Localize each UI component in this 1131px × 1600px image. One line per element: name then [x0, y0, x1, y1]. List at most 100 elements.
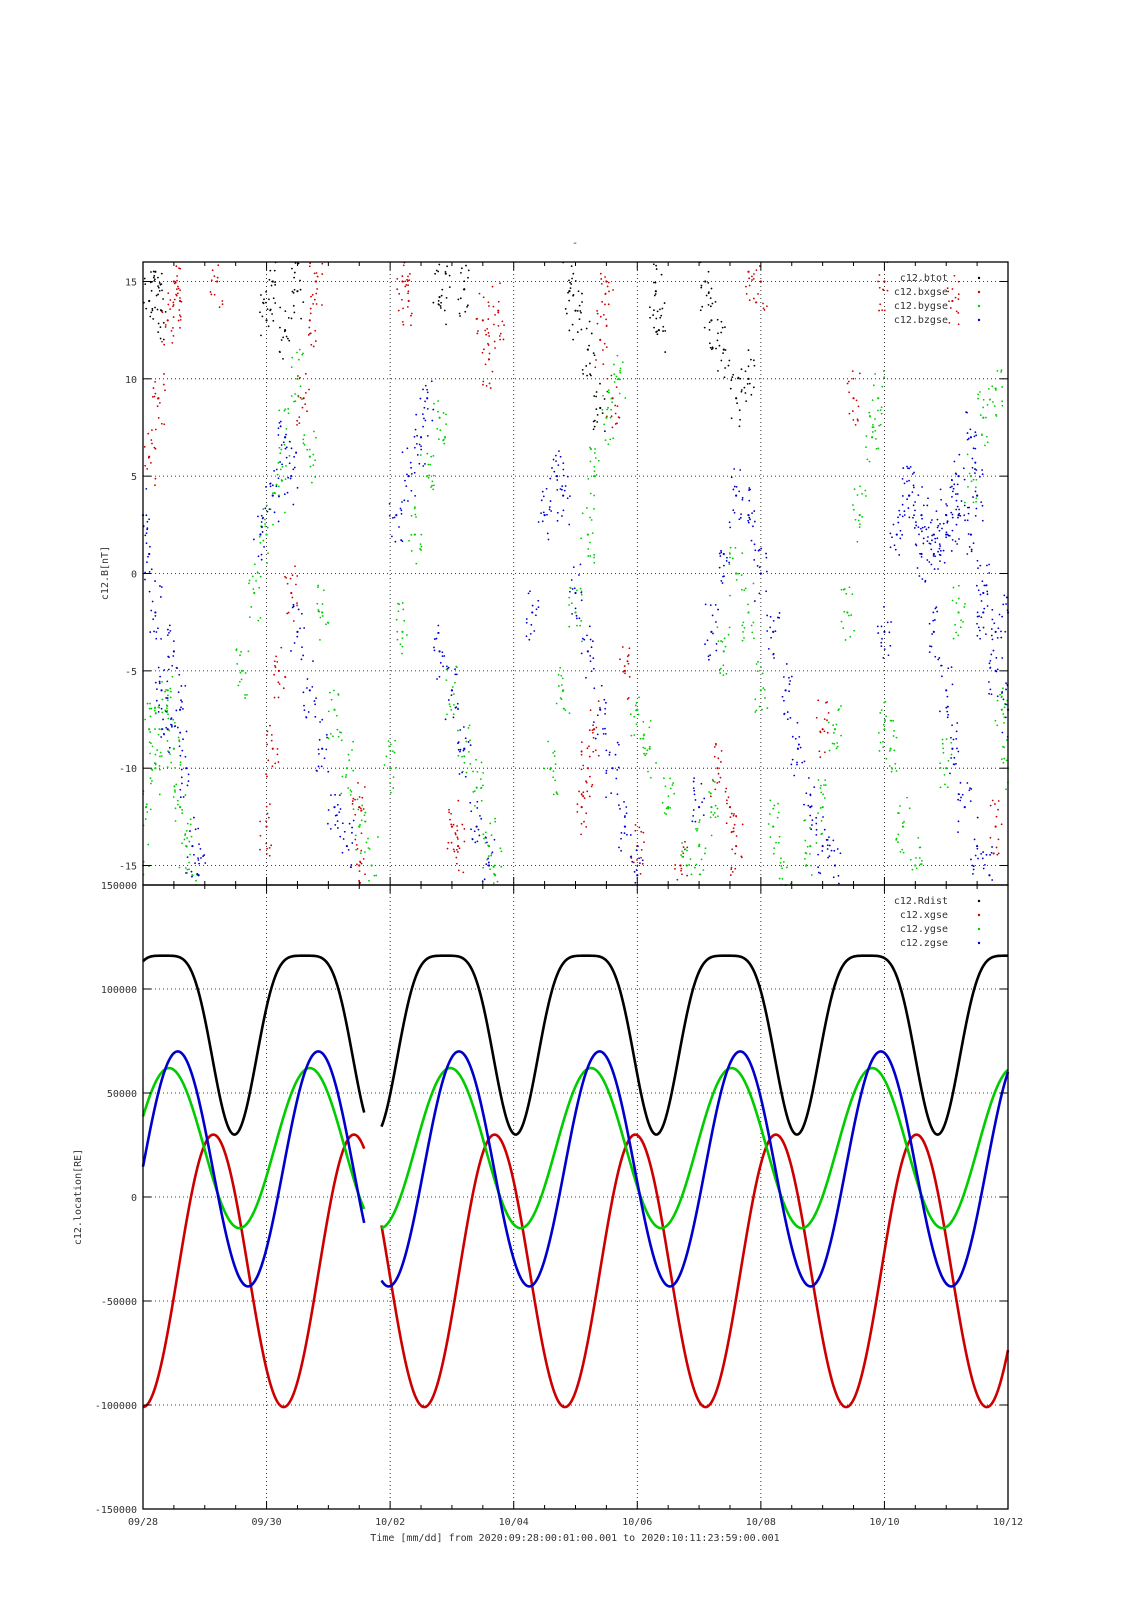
data-point — [603, 430, 606, 432]
data-point — [306, 448, 309, 451]
data-point — [959, 799, 962, 802]
data-point — [438, 675, 441, 678]
data-point — [431, 484, 433, 487]
data-point — [616, 422, 618, 425]
data-point — [988, 563, 990, 566]
data-point — [618, 804, 620, 807]
data-point — [179, 763, 182, 766]
data-point — [292, 304, 295, 307]
data-point — [882, 370, 885, 372]
data-point — [264, 507, 267, 510]
data-point — [898, 812, 900, 815]
data-point — [265, 805, 268, 808]
data-point — [623, 832, 626, 835]
data-point — [189, 823, 192, 826]
data-point — [593, 470, 596, 473]
data-point — [171, 341, 174, 344]
data-point — [730, 379, 733, 381]
data-point — [325, 623, 327, 626]
data-point — [149, 731, 152, 733]
data-point — [426, 452, 429, 455]
data-point — [894, 762, 897, 765]
data-point — [196, 873, 199, 876]
data-point — [851, 410, 854, 412]
data-point — [288, 440, 291, 443]
data-point — [161, 680, 163, 683]
data-point — [648, 306, 651, 309]
data-point — [820, 784, 822, 787]
data-point — [756, 565, 759, 567]
data-point — [731, 870, 734, 873]
data-point — [592, 724, 595, 727]
data-point — [308, 455, 311, 458]
data-point — [689, 858, 692, 860]
data-point — [638, 857, 640, 860]
data-point — [293, 276, 296, 279]
data-point — [740, 588, 743, 591]
data-point — [578, 617, 581, 620]
data-point — [636, 859, 638, 861]
data-point — [153, 630, 155, 633]
data-point — [268, 278, 271, 281]
data-point — [351, 826, 353, 829]
data-point — [826, 839, 829, 841]
data-point — [148, 571, 151, 573]
data-point — [703, 852, 706, 855]
data-point — [159, 675, 162, 678]
data-point — [166, 689, 169, 692]
data-point — [260, 514, 263, 517]
data-point — [169, 299, 172, 301]
data-point — [772, 852, 775, 855]
data-point — [166, 628, 169, 631]
data-point — [164, 326, 167, 328]
data-point — [452, 716, 455, 719]
data-point — [525, 618, 528, 620]
data-point — [938, 547, 941, 550]
data-point — [552, 776, 555, 779]
data-point — [493, 838, 496, 841]
data-point — [248, 616, 251, 619]
data-point — [588, 775, 591, 778]
data-point — [759, 280, 762, 283]
data-point — [259, 575, 262, 578]
data-point — [271, 747, 274, 750]
location-ytick-label: 50000 — [107, 1089, 137, 1100]
data-point — [794, 737, 797, 740]
data-point — [401, 652, 403, 655]
data-point — [728, 806, 732, 809]
data-point — [718, 344, 721, 347]
data-point — [726, 802, 728, 805]
data-point — [576, 310, 579, 312]
data-point — [806, 845, 809, 848]
data-point — [839, 852, 842, 855]
data-point — [639, 872, 642, 875]
data-point — [1003, 706, 1006, 709]
data-point — [899, 537, 902, 540]
data-point — [172, 747, 175, 750]
data-point — [596, 312, 599, 315]
data-point — [399, 507, 402, 510]
data-point — [804, 839, 807, 842]
data-point — [922, 537, 925, 540]
data-point — [704, 643, 706, 646]
data-point — [327, 809, 330, 811]
data-point — [957, 798, 959, 801]
data-point — [547, 740, 550, 743]
data-point — [148, 741, 151, 744]
data-point — [276, 753, 279, 756]
data-point — [304, 403, 307, 406]
data-point — [589, 362, 591, 365]
data-point — [619, 367, 622, 370]
data-point — [180, 706, 182, 709]
data-point — [755, 709, 758, 712]
data-point — [879, 303, 882, 306]
data-point — [659, 308, 661, 311]
data-point — [450, 812, 452, 815]
data-point — [358, 796, 361, 798]
data-point — [988, 398, 991, 401]
data-point — [203, 854, 206, 856]
data-point — [556, 488, 559, 491]
data-point — [858, 513, 861, 517]
data-point — [929, 645, 931, 648]
